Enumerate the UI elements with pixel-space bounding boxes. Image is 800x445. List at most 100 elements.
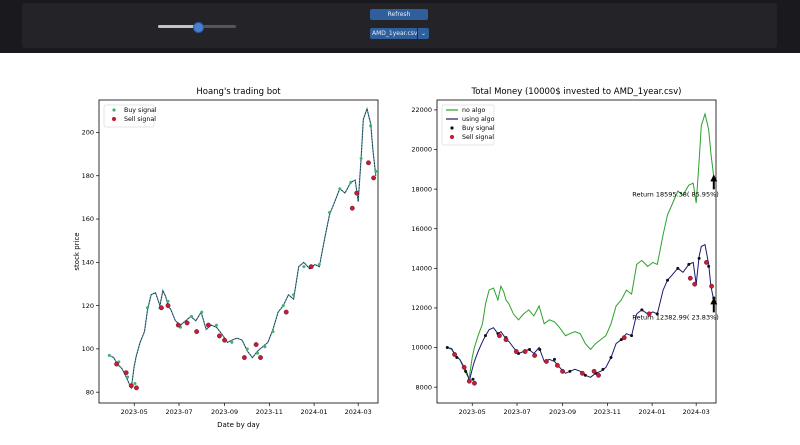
y-axis-label: stock price [73, 232, 81, 270]
sell-signal-point [165, 303, 171, 309]
y-tick-label: 120 [82, 302, 94, 310]
price-line [109, 106, 377, 390]
chart-total-money: Total Money (10000$ invested to AMD_1yea… [411, 87, 718, 416]
speed-slider[interactable] [158, 22, 236, 33]
sell-signal-point [452, 352, 458, 357]
sell-signal-point [241, 355, 247, 360]
legend-label: no algo [462, 107, 485, 114]
buy-signal-point [697, 256, 701, 260]
buy-signal-point [374, 169, 378, 173]
y-tick-label: 160 [82, 215, 94, 223]
x-tick-label: 2023-07 [165, 408, 192, 416]
legend-sell-marker [111, 116, 117, 122]
buy-signal-point [302, 265, 306, 269]
buy-signal-point [200, 310, 204, 314]
legend-label: Sell signal [124, 116, 156, 123]
sell-signal-point [704, 259, 709, 265]
axes-frame [436, 99, 717, 404]
buy-signal-point [455, 355, 459, 359]
buy-signal-point [483, 334, 487, 338]
sell-signal-point [472, 380, 477, 386]
axes-frame [98, 99, 379, 404]
refresh-button[interactable]: Refresh [370, 9, 428, 20]
buy-signal-point [256, 351, 260, 355]
annotation-text: Return 12382.99( 23.83%) [632, 313, 719, 321]
chevron-down-icon[interactable]: ⌄ [418, 28, 429, 39]
buy-signal-point [190, 314, 194, 318]
y-tick-label: 200 [82, 129, 94, 137]
slider-thumb[interactable] [193, 22, 204, 33]
sell-signal-point [123, 370, 129, 376]
y-tick-label: 100 [82, 345, 94, 353]
sell-signal-point [555, 362, 560, 368]
x-tick-label: 2023-09 [549, 408, 576, 416]
buy-signal-point [338, 187, 342, 191]
sell-signal-point [258, 355, 263, 360]
sell-signal-point [621, 335, 627, 341]
sell-signal-point [497, 333, 502, 339]
sell-signal-point [596, 372, 601, 378]
buy-signal-point [538, 348, 542, 352]
buy-signal-point [245, 347, 249, 351]
buy-signal-point [583, 373, 587, 377]
x-axis-label: Date by day [217, 421, 260, 429]
buy-signal-point [166, 299, 170, 303]
sell-signal-point [579, 370, 585, 376]
figure: Hoang's trading bot Date by day stock pric… [73, 87, 719, 429]
buy-signal-point [349, 180, 353, 184]
buy-signal-point [619, 338, 623, 342]
sell-signal-point [513, 349, 519, 354]
sell-signal-point [503, 337, 509, 343]
annotation-arrowhead [710, 174, 718, 182]
x-tick-label: 2023-07 [503, 408, 530, 416]
x-tick-label: 2023-05 [121, 408, 148, 416]
legend-buy-marker [112, 108, 116, 112]
y-tick-label: 80 [86, 388, 94, 396]
sell-signal-point [709, 283, 714, 289]
buy-signal-point [640, 308, 644, 312]
buy-signal-point [609, 355, 613, 359]
x-tick-label: 2024-03 [683, 408, 710, 416]
x-tick-label: 2023-11 [594, 408, 621, 416]
sell-signal-point [354, 190, 360, 196]
sell-signal-point [175, 322, 181, 328]
sell-signal-point [128, 383, 134, 389]
y-tick-label: 20000 [411, 146, 432, 154]
y-tick-label: 140 [82, 259, 94, 267]
buy-signal-point [630, 334, 634, 338]
x-tick-label: 2023-09 [211, 408, 238, 416]
sell-signal-point [217, 333, 222, 339]
legend-label: Sell signal [462, 134, 494, 141]
buy-signal-point [230, 340, 234, 344]
y-tick-label: 180 [82, 172, 94, 180]
sell-signal-point [194, 329, 200, 334]
annotation-text: Return 18595.38( 85.95%) [632, 190, 719, 198]
buy-signal-point [271, 330, 275, 334]
sell-signal-point [692, 281, 698, 287]
legend-label: Buy signal [462, 125, 495, 132]
sell-signal-point [366, 160, 371, 166]
y-tick-label: 22000 [411, 106, 432, 114]
sell-signal-point [466, 378, 472, 384]
sell-signal-point [349, 205, 355, 211]
legend-sell-marker [449, 134, 455, 140]
legend-box [103, 104, 155, 128]
annotation-arrowhead [710, 297, 718, 305]
buy-signal-point [445, 346, 449, 350]
sell-signal-point [222, 337, 227, 343]
buy-signal-point [133, 382, 137, 386]
buy-signal-point [263, 345, 267, 349]
price-dotted-line [109, 107, 377, 389]
legend-label: Buy signal [124, 107, 157, 114]
file-select[interactable]: AMD_1year.csv [370, 28, 418, 39]
buy-signal-point [655, 312, 659, 316]
sell-signal-point [371, 175, 376, 181]
sell-signal-point [159, 305, 164, 311]
sell-signal-point [134, 385, 139, 391]
sell-signal-point [543, 359, 549, 364]
buy-signal-point [528, 348, 532, 352]
legend-box [441, 104, 495, 146]
legend-label: using algo [462, 116, 495, 123]
buy-signal-point [471, 377, 475, 381]
y-tick-label: 12000 [411, 304, 432, 312]
